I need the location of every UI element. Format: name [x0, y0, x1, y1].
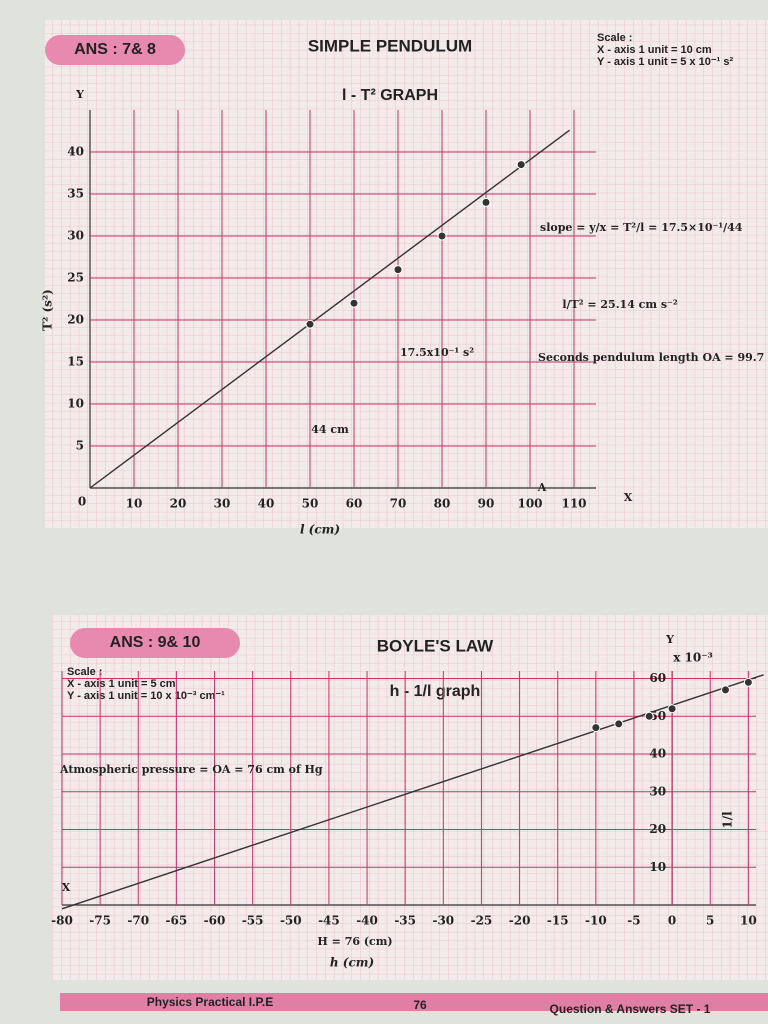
data-point [644, 711, 654, 721]
chart-title: BOYLE'S LAW [377, 636, 494, 655]
y-tick-label: 20 [649, 822, 666, 836]
data-point [393, 265, 403, 275]
x-tick-label: -70 [127, 914, 149, 928]
scale-note: X - axis 1 unit = 5 cm [67, 678, 176, 690]
data-point [305, 319, 315, 329]
x-tick-label: 110 [561, 497, 586, 511]
data-point [614, 719, 624, 729]
y-tick-label: 50 [649, 709, 666, 723]
x-tick-label: -35 [394, 914, 416, 928]
x-tick-label: -60 [204, 914, 226, 928]
y-axis-label: 1/l [721, 811, 735, 829]
x-tick-label: -15 [547, 914, 569, 928]
chart-subtitle: h - 1/l graph [390, 683, 481, 700]
y-tick-label: 35 [67, 187, 84, 201]
x-tick-label: 70 [390, 497, 407, 511]
x-tick-label: 30 [214, 497, 231, 511]
y-tick-label: 10 [649, 860, 666, 874]
x-tick-label: -55 [242, 914, 264, 928]
scale-note: Scale : [597, 32, 632, 44]
scale-note: Scale : [67, 666, 102, 678]
data-point [516, 160, 526, 170]
x-tick-label: -50 [280, 914, 302, 928]
x-tick-label: 5 [706, 914, 714, 928]
annotation: X [624, 491, 633, 504]
badge-text: ANS : 7& 8 [74, 41, 156, 58]
y-tick-label: 30 [649, 784, 666, 798]
scale-note: X - axis 1 unit = 10 cm [597, 44, 712, 56]
data-point [591, 723, 601, 733]
annotation: l/T² = 25.14 cm s⁻² [562, 298, 678, 311]
annotation: Seconds pendulum length OA = 99.7 cm [538, 351, 768, 364]
origin-label: x 10⁻³ [673, 651, 713, 665]
x-tick-label: 10 [126, 497, 143, 511]
footer-left: Physics Practical I.P.E [147, 995, 274, 1009]
annotation: Atmospheric pressure = OA = 76 cm of Hg [59, 763, 323, 776]
y-tick-label: 5 [76, 439, 84, 453]
x-tick-label: -65 [166, 914, 188, 928]
annotation: H = 76 (cm) [317, 935, 392, 948]
x-tick-label: -30 [432, 914, 454, 928]
x-tick-label: -10 [585, 914, 607, 928]
x-tick-label: -75 [89, 914, 111, 928]
annotation: 44 cm [311, 423, 349, 436]
x-tick-label: 0 [668, 914, 676, 928]
badge [45, 35, 185, 65]
data-point [437, 231, 447, 241]
x-tick-label: 10 [740, 914, 757, 928]
annotation: X [62, 881, 71, 894]
y-tick-label: 60 [649, 671, 666, 685]
x-tick-label: 80 [434, 497, 451, 511]
y-tick-label: 30 [67, 229, 84, 243]
data-point [743, 677, 753, 687]
x-tick-label: -45 [318, 914, 340, 928]
x-tick-label: -40 [356, 914, 378, 928]
footer-bar [60, 993, 768, 1011]
annotation: 17.5x10⁻¹ s² [400, 346, 474, 359]
badge-text: ANS : 9& 10 [110, 634, 201, 651]
x-tick-label: 100 [517, 497, 542, 511]
badge [70, 628, 240, 658]
x-tick-label: -5 [627, 914, 640, 928]
graph-paper-top [45, 20, 768, 528]
data-point [349, 298, 359, 308]
x-tick-label: 60 [346, 497, 363, 511]
data-point [481, 197, 491, 207]
graph-paper-bottom [52, 615, 768, 980]
y-tick-label: 20 [67, 313, 84, 327]
annotation: A [537, 481, 547, 494]
x-tick-label: -20 [509, 914, 531, 928]
x-tick-label: 20 [170, 497, 187, 511]
x-tick-label: 50 [302, 497, 319, 511]
chart-title: SIMPLE PENDULUM [308, 36, 472, 55]
x-tick-label: 90 [478, 497, 495, 511]
y-axis-label: T² (s²) [41, 289, 55, 331]
x-tick-label: -80 [51, 914, 73, 928]
scale-note: Y - axis 1 unit = 5 x 10⁻¹ s² [597, 56, 733, 68]
fit-line [89, 129, 571, 489]
footer-page: 76 [413, 998, 427, 1012]
footer-right: Question & Answers SET - 1 [550, 1002, 711, 1016]
chart-subtitle: l - T² GRAPH [342, 87, 438, 104]
y-tick-label: 40 [649, 747, 666, 761]
y-tick-label: 40 [67, 145, 84, 159]
x-tick-label: -25 [471, 914, 493, 928]
data-point [720, 685, 730, 695]
data-point [667, 704, 677, 714]
y-tick-label: 10 [67, 397, 84, 411]
x-tick-label: 40 [258, 497, 275, 511]
y-tick-label: 25 [67, 271, 84, 285]
scale-note: Y - axis 1 unit = 10 x 10⁻³ cm⁻¹ [67, 690, 225, 702]
annotation: Y [665, 633, 674, 646]
x-axis-label: l (cm) [300, 523, 340, 537]
y-tick-label: 15 [67, 355, 84, 369]
annotation: Y [75, 88, 84, 101]
x-axis-label: h (cm) [330, 956, 374, 970]
annotation: slope = y/x = T²/l = 17.5×10⁻¹/44 [540, 221, 743, 234]
origin-label: 0 [78, 495, 86, 509]
